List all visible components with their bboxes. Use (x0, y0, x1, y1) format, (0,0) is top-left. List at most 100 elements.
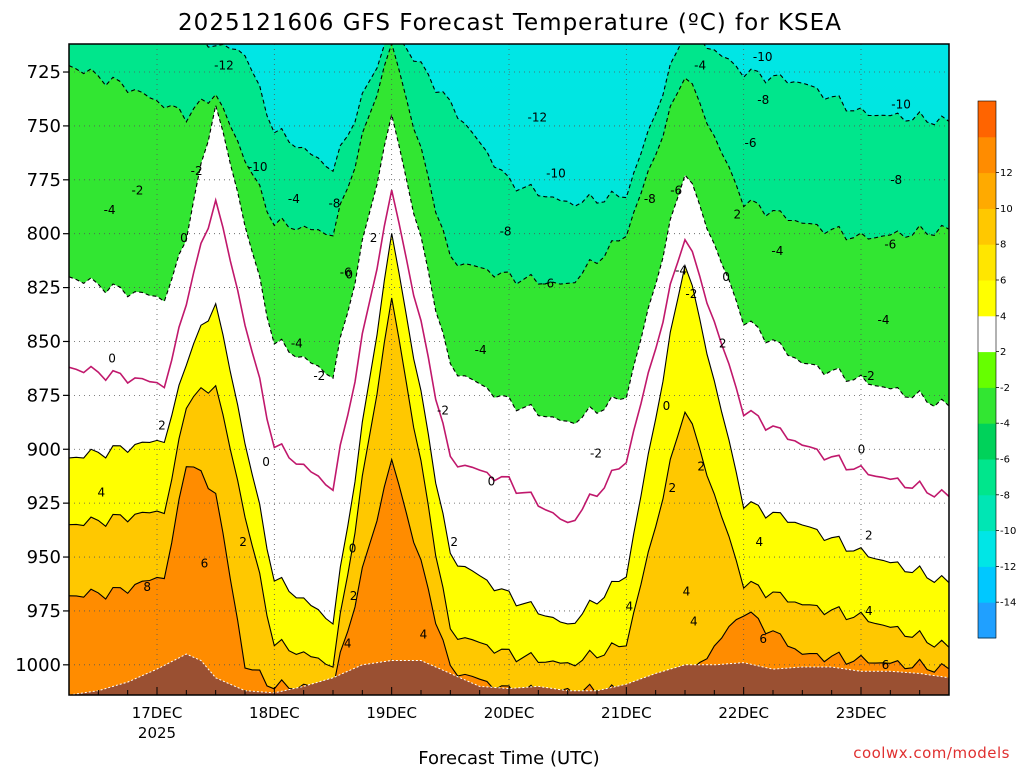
colorbar-swatch-14 (978, 101, 996, 138)
x-tick-label-3: 20DEC (484, 704, 535, 722)
contour-labels: -12 -10 -8 -6 -4 -2 -2 -4 0 0 2 4 -4 -2 0 2 6 8 0 2 0 2 4 4 -12 -… (97, 50, 910, 672)
y-tick-label-9: 950 (27, 547, 61, 568)
contour-label-4: -4 (288, 192, 300, 206)
y-tick-label-10: 975 (27, 601, 61, 622)
colorbar-swatch-13 (978, 136, 996, 174)
contour-label-46: 2 (733, 207, 741, 221)
contour-label-45: -6 (745, 136, 757, 150)
temperature-band-5 (69, 298, 949, 695)
contour-label-11: 4 (97, 485, 105, 499)
colorbar-label-1: -12 (1000, 562, 1016, 573)
contour-label-48: 2 (719, 337, 727, 351)
terrain (69, 653, 949, 695)
year-label: 2025 (138, 724, 176, 742)
contour-label-60: 4 (865, 604, 873, 618)
contour-label-49: -4 (771, 244, 783, 258)
colorbar-swatch-12 (978, 172, 996, 209)
contour-label-57: -2 (863, 369, 875, 383)
contour-label-34: -6 (670, 184, 682, 198)
contour-label-21: 2 (350, 589, 358, 603)
chart-title: 2025121606 GFS Forecast Temperature (ºC)… (178, 10, 842, 36)
grid-lines (69, 44, 949, 695)
colorbar-swatch-5 (978, 423, 996, 460)
contour-label-36: -2 (685, 287, 697, 301)
contour-label-9: 0 (108, 352, 116, 366)
y-tick-label-4: 825 (27, 278, 61, 299)
contour-label-35: -4 (675, 263, 687, 277)
contour-label-59: 2 (865, 528, 873, 542)
contour-label-7: -4 (104, 203, 116, 217)
contour-label-50: 4 (755, 535, 763, 549)
contour-label-8: 0 (180, 231, 188, 245)
colorbar-swatch-9 (978, 280, 996, 317)
contour-label-2: -8 (328, 197, 340, 211)
time-axis: 17DEC 18DEC 19DEC 20DEC 21DEC 22DEC 23DEC (97, 687, 921, 722)
contour-label-31: 2 (450, 535, 458, 549)
contour-label-19: 2 (370, 231, 378, 245)
isotherm-line-3 (69, 190, 949, 524)
isotherm-line-5 (69, 297, 949, 668)
contour-label-43: -4 (694, 59, 706, 73)
y-tick-label-8: 925 (27, 493, 61, 514)
contour-label-22: 4 (344, 636, 352, 650)
colorbar-label-6: -2 (1000, 383, 1010, 394)
colorbar-swatch-10 (978, 244, 996, 281)
contour-label-12: -4 (291, 337, 303, 351)
contour-label-56: -4 (878, 313, 890, 327)
colorbar-label-9: 6 (1000, 276, 1006, 287)
isotherm-line-0 (186, 44, 949, 207)
y-tick-label-6: 875 (27, 385, 61, 406)
colorbar-label-0: -14 (1000, 598, 1016, 609)
y-tick-label-3: 800 (27, 224, 61, 245)
contour-label-18: 0 (345, 268, 353, 282)
plot-area: -12 -10 -8 -6 -4 -2 -2 -4 0 0 2 4 -4 -2 0 2 6 8 0 2 0 2 4 4 -12 -… (69, 44, 949, 695)
contour-label-32: -2 (590, 447, 602, 461)
colorbar-label-11: 10 (1000, 204, 1013, 215)
contour-label-16: 6 (201, 557, 209, 571)
contour-label-51: 6 (759, 632, 767, 646)
colorbar-label-4: -6 (1000, 455, 1010, 466)
colorbar: -14 -12 -10 -8 -6 -4 -2 2 4 6 8 10 12 (977, 100, 1016, 639)
colorbar-swatch-3 (978, 494, 996, 532)
contour-label-6: -2 (131, 184, 143, 198)
contour-label-23: 4 (420, 628, 428, 642)
contour-label-38: 2 (668, 481, 676, 495)
contour-label-54: -8 (890, 173, 902, 187)
contour-label-61: 6 (882, 658, 890, 672)
colorbar-swatch-8 (978, 315, 996, 353)
contour-label-42: 2 (697, 460, 705, 474)
y-tick-label-7: 900 (27, 439, 61, 460)
colorbar-swatch-6 (978, 387, 996, 424)
isotherm-lines (69, 44, 949, 695)
y-tick-label-2: 775 (27, 170, 61, 191)
contour-label-28: -4 (475, 343, 487, 357)
x-tick-label-6: 23DEC (836, 704, 887, 722)
contour-label-24: -12 (528, 110, 548, 124)
contour-label-3: -6 (340, 265, 352, 279)
y-tick-label-1: 750 (27, 116, 61, 137)
contour-label-40: 4 (683, 585, 691, 599)
contour-label-14: 0 (262, 455, 270, 469)
colorbar-label-12: 12 (1000, 168, 1013, 179)
contour-label-17: 8 (143, 580, 151, 594)
credit-text: coolwx.com/models (853, 744, 1010, 762)
x-tick-label-0: 17DEC (132, 704, 183, 722)
contour-label-44: -8 (757, 93, 769, 107)
isotherm-line-4 (69, 233, 949, 626)
contour-label-0: -12 (214, 59, 234, 73)
contour-label-41: 4 (690, 615, 698, 629)
contour-label-20: 0 (349, 541, 357, 555)
colorbar-swatch-11 (978, 208, 996, 245)
contour-label-55: -6 (884, 237, 896, 251)
colorbar-swatch-2 (978, 530, 996, 567)
contour-label-47: 0 (722, 270, 730, 284)
contour-label-37: 0 (663, 399, 671, 413)
colorbar-label-8: 4 (1000, 311, 1006, 322)
contour-label-10: 2 (158, 419, 166, 433)
x-tick-label-2: 19DEC (366, 704, 417, 722)
temperature-band-6 (69, 459, 949, 695)
colorbar-label-5: -4 (1000, 419, 1010, 430)
contour-label-25: -10 (546, 166, 566, 180)
colorbar-swatch-7 (978, 351, 996, 388)
x-tick-label-5: 22DEC (718, 704, 769, 722)
